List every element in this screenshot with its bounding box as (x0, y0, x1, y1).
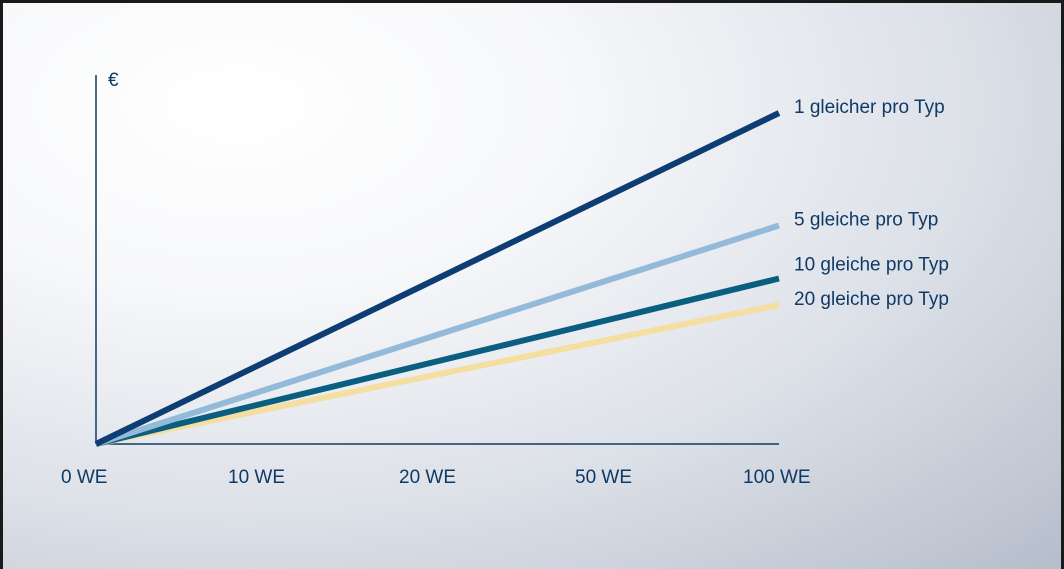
series-label-2: 10 gleiche pro Typ (794, 255, 949, 276)
series-label-1: 5 gleiche pro Typ (794, 210, 938, 231)
x-tick-label: 100 WE (743, 467, 811, 488)
x-tick-label: 10 WE (228, 467, 285, 488)
series-line-1 (95, 222, 780, 447)
series-line-0 (94, 110, 781, 447)
series-line-2 (95, 275, 780, 447)
series-line-3 (95, 302, 780, 447)
x-tick-label: 0 WE (61, 467, 107, 488)
line-chart: € 0 WE 10 WE 20 WE 50 WE 100 WE 1 gleicher p… (61, 70, 949, 488)
y-axis-label: € (108, 70, 119, 91)
x-tick-label: 50 WE (575, 467, 632, 488)
series-label-0: 1 gleicher pro Typ (794, 97, 945, 118)
series-label-3: 20 gleiche pro Typ (794, 289, 949, 310)
x-tick-label: 20 WE (399, 467, 456, 488)
